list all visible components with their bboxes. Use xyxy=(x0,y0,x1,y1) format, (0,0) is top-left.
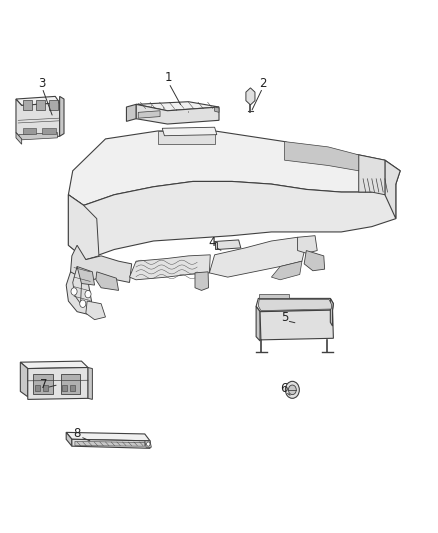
Bar xyxy=(43,385,48,391)
Text: 2: 2 xyxy=(259,77,266,90)
Text: 1: 1 xyxy=(165,71,173,84)
Polygon shape xyxy=(72,439,150,448)
Polygon shape xyxy=(19,133,57,140)
Polygon shape xyxy=(259,294,289,298)
Circle shape xyxy=(80,300,86,308)
Polygon shape xyxy=(136,102,219,111)
Bar xyxy=(35,385,40,391)
Polygon shape xyxy=(68,181,396,260)
Circle shape xyxy=(147,442,150,446)
Polygon shape xyxy=(66,432,72,446)
Bar xyxy=(42,128,56,134)
Polygon shape xyxy=(127,104,136,122)
Polygon shape xyxy=(385,160,400,219)
Polygon shape xyxy=(75,266,95,285)
Polygon shape xyxy=(297,236,317,253)
Bar xyxy=(49,100,58,110)
Polygon shape xyxy=(258,300,332,311)
Polygon shape xyxy=(20,362,28,397)
Polygon shape xyxy=(260,310,333,340)
Polygon shape xyxy=(16,96,60,106)
Bar xyxy=(62,385,67,391)
Polygon shape xyxy=(71,245,132,288)
Text: 5: 5 xyxy=(281,311,288,324)
Polygon shape xyxy=(138,111,160,118)
Polygon shape xyxy=(68,195,99,260)
Polygon shape xyxy=(66,432,150,441)
Text: 7: 7 xyxy=(40,378,47,391)
Polygon shape xyxy=(66,272,92,314)
Polygon shape xyxy=(60,96,64,136)
Polygon shape xyxy=(209,237,306,277)
Bar xyxy=(70,385,75,391)
Circle shape xyxy=(85,290,91,298)
Polygon shape xyxy=(96,272,119,290)
Text: 3: 3 xyxy=(39,77,46,90)
Bar xyxy=(35,100,45,110)
Bar xyxy=(22,100,32,110)
Polygon shape xyxy=(304,251,325,271)
Text: 6: 6 xyxy=(280,382,287,395)
Polygon shape xyxy=(75,441,145,446)
Polygon shape xyxy=(145,441,151,447)
Bar xyxy=(22,128,36,134)
Polygon shape xyxy=(256,306,260,341)
Circle shape xyxy=(286,381,299,398)
Polygon shape xyxy=(68,131,400,205)
Polygon shape xyxy=(195,272,208,290)
Polygon shape xyxy=(272,261,302,280)
Polygon shape xyxy=(136,104,219,124)
Polygon shape xyxy=(20,361,88,368)
Polygon shape xyxy=(285,142,359,171)
Polygon shape xyxy=(73,266,81,304)
Polygon shape xyxy=(162,127,217,136)
Circle shape xyxy=(71,288,77,295)
Polygon shape xyxy=(215,240,241,249)
Bar xyxy=(33,374,53,394)
Polygon shape xyxy=(16,133,21,144)
Circle shape xyxy=(288,385,296,394)
Polygon shape xyxy=(158,131,215,144)
Text: 8: 8 xyxy=(74,427,81,440)
Polygon shape xyxy=(256,298,333,312)
Polygon shape xyxy=(215,107,219,112)
Polygon shape xyxy=(359,155,385,195)
Polygon shape xyxy=(88,368,92,399)
Polygon shape xyxy=(28,368,88,399)
Polygon shape xyxy=(16,99,60,139)
Bar xyxy=(60,374,80,394)
Polygon shape xyxy=(215,241,217,249)
Polygon shape xyxy=(330,298,333,326)
Polygon shape xyxy=(130,255,210,280)
Text: 4: 4 xyxy=(208,236,216,249)
Polygon shape xyxy=(86,301,106,320)
Polygon shape xyxy=(246,88,255,105)
